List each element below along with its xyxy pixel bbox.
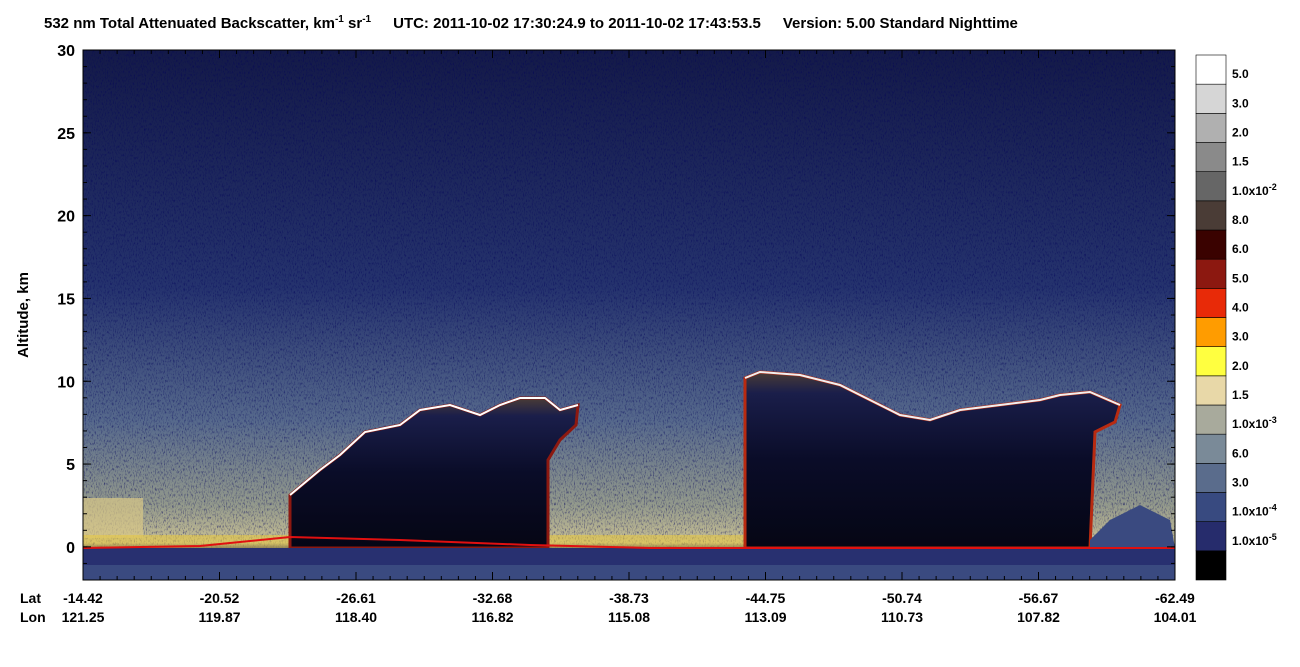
colorbar-label: 2.0 xyxy=(1232,126,1249,140)
colorbar-swatch xyxy=(1195,433,1227,464)
y-tick-label: 5 xyxy=(66,457,75,474)
colorbar-swatch xyxy=(1195,200,1227,231)
colorbar-label-text: 2.0 xyxy=(1232,359,1249,373)
colorbar-label-exp: -5 xyxy=(1269,532,1277,542)
x-tick-label: -56.67 xyxy=(1019,590,1059,606)
x-tick-label: 115.08 xyxy=(608,609,650,625)
y-tick-label: 25 xyxy=(57,126,75,143)
x-tick-label: 118.40 xyxy=(335,609,377,625)
colorbar-label-text: 1.0x10 xyxy=(1232,417,1269,431)
colorbar-label-exp: -2 xyxy=(1269,182,1277,192)
x-tick-label: 113.09 xyxy=(744,609,786,625)
colorbar-swatch xyxy=(1195,258,1227,289)
colorbar-swatch xyxy=(1195,375,1227,406)
colorbar-label: 1.0x10-3 xyxy=(1232,415,1277,431)
colorbar-label-text: 3.0 xyxy=(1232,96,1249,110)
colorbar-swatch xyxy=(1195,404,1227,435)
colorbar-swatch xyxy=(1195,229,1227,260)
colorbar-label: 5.0 xyxy=(1232,271,1249,285)
colorbar-label-text: 1.5 xyxy=(1232,155,1249,169)
colorbar-label: 1.5 xyxy=(1232,155,1249,169)
colorbar-swatch xyxy=(1195,521,1227,552)
colorbar-label: 6.0 xyxy=(1232,242,1249,256)
colorbar-swatch xyxy=(1195,83,1227,114)
x-tick-label: -32.68 xyxy=(473,590,513,606)
colorbar-label-text: 3.0 xyxy=(1232,476,1249,490)
colorbar-label-text: 1.0x10 xyxy=(1232,184,1269,198)
colorbar-label-text: 3.0 xyxy=(1232,330,1249,344)
colorbar-label-text: 1.5 xyxy=(1232,388,1249,402)
colorbar-swatch xyxy=(1195,550,1227,581)
colorbar-label-text: 2.0 xyxy=(1232,126,1249,140)
colorbar-swatch xyxy=(1195,346,1227,377)
x-tick-label: 116.82 xyxy=(471,609,513,625)
y-axis-label: Altitude, km xyxy=(15,272,32,358)
colorbar-label-text: 5.0 xyxy=(1232,271,1249,285)
colorbar-swatch xyxy=(1195,463,1227,493)
x-tick-label: 104.01 xyxy=(1154,609,1197,625)
colorbar-swatch xyxy=(1195,113,1227,143)
colorbar-swatch xyxy=(1195,54,1227,85)
x-row-label: Lat xyxy=(20,590,41,606)
chart-title: 532 nm Total Attenuated Backscatter, km-… xyxy=(44,14,1018,32)
y-tick-label: 30 xyxy=(57,43,75,60)
colorbar-swatch xyxy=(1195,317,1227,347)
colorbar-label-text: 6.0 xyxy=(1232,446,1249,460)
colorbar-label: 6.0 xyxy=(1232,446,1249,460)
colorbar-swatch xyxy=(1195,142,1227,172)
colorbar-swatch xyxy=(1195,288,1227,318)
x-tick-label: 121.25 xyxy=(62,609,105,625)
x-tick-label: -26.61 xyxy=(336,590,376,606)
y-tick-label: 10 xyxy=(57,374,75,391)
x-row-label: Lon xyxy=(20,609,46,625)
colorbar-label: 1.5 xyxy=(1232,388,1249,402)
colorbar-label: 3.0 xyxy=(1232,96,1249,110)
colorbar-label-exp: -3 xyxy=(1269,415,1277,425)
colorbar-label: 2.0 xyxy=(1232,359,1249,373)
colorbar-label: 5.0 xyxy=(1232,67,1249,81)
colorbar-swatch xyxy=(1195,492,1227,522)
colorbar-swatch xyxy=(1195,171,1227,202)
x-tick-label: -38.73 xyxy=(609,590,649,606)
colorbar-label: 3.0 xyxy=(1232,330,1249,344)
x-tick-label: -44.75 xyxy=(746,590,786,606)
x-tick-label: -50.74 xyxy=(882,590,922,606)
colorbar-label-text: 1.0x10 xyxy=(1232,505,1269,519)
y-tick-label: 0 xyxy=(66,540,75,557)
colorbar-label-text: 8.0 xyxy=(1232,213,1249,227)
colorbar-label: 3.0 xyxy=(1232,476,1249,490)
colorbar-label: 1.0x10-5 xyxy=(1232,532,1277,548)
x-tick-label: 107.82 xyxy=(1017,609,1060,625)
colorbar-label-text: 4.0 xyxy=(1232,301,1249,315)
curtain-image xyxy=(83,50,1175,580)
x-tick-label: 119.87 xyxy=(198,609,240,625)
x-tick-label: -14.42 xyxy=(63,590,103,606)
colorbar-label-text: 1.0x10 xyxy=(1232,534,1269,548)
y-tick-label: 15 xyxy=(57,291,75,308)
colorbar-label: 1.0x10-4 xyxy=(1232,503,1277,519)
colorbar-label: 4.0 xyxy=(1232,301,1249,315)
colorbar-label-text: 6.0 xyxy=(1232,242,1249,256)
x-tick-label: 110.73 xyxy=(881,609,923,625)
colorbar-label: 1.0x10-2 xyxy=(1232,182,1277,198)
colorbar-label: 8.0 xyxy=(1232,213,1249,227)
colorbar-label-text: 5.0 xyxy=(1232,67,1249,81)
x-tick-label: -20.52 xyxy=(200,590,240,606)
x-tick-label: -62.49 xyxy=(1155,590,1195,606)
colorbar-label-exp: -4 xyxy=(1269,503,1277,513)
y-tick-label: 20 xyxy=(57,209,75,226)
